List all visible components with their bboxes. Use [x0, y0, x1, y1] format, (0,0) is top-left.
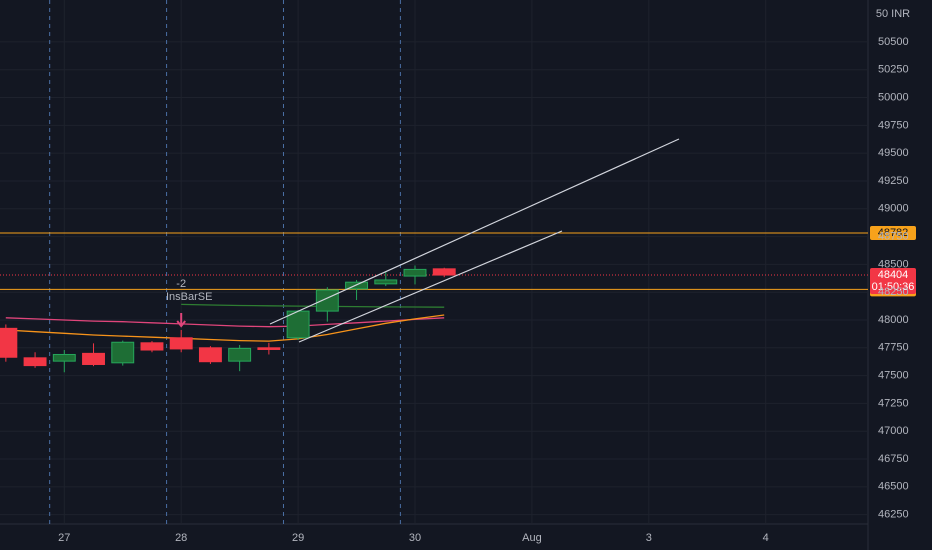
- x-tick-label: 30: [409, 532, 421, 544]
- indicators: [5, 303, 445, 342]
- indicator-line: [5, 317, 445, 328]
- y-tick-label: 46250: [878, 509, 909, 521]
- y-tick-label: 48250: [878, 286, 909, 298]
- y-tick-label: 46500: [878, 481, 909, 493]
- y-tick-label: 46750: [878, 453, 909, 465]
- candle-body: [23, 357, 47, 367]
- annotation-arrow-head: [176, 320, 186, 328]
- price-tag: [870, 268, 916, 295]
- y-tick-label: 49750: [878, 119, 909, 131]
- y-tick-label: 47750: [878, 342, 909, 354]
- candle-body: [257, 347, 281, 350]
- candle-body: [345, 281, 369, 290]
- candle-body: [52, 353, 76, 362]
- candle-body: [140, 342, 164, 351]
- price-tag-timer: 01:50:36: [872, 281, 915, 293]
- x-tick-label: 4: [763, 532, 769, 544]
- y-tick-label: 47250: [878, 397, 909, 409]
- price-tag: [870, 226, 916, 241]
- y-tick-label: 50500: [878, 36, 909, 48]
- candle-body: [432, 268, 456, 276]
- y-tick-label: 48000: [878, 314, 909, 326]
- candle-body: [228, 347, 252, 362]
- annotation-label: InsBarSE: [166, 291, 212, 303]
- candle-body: [403, 268, 427, 277]
- candle-body: [169, 337, 193, 350]
- candle-body: [82, 352, 105, 365]
- indicator-line: [181, 303, 445, 308]
- x-tick-label: 27: [58, 532, 70, 544]
- y-tick-label: 50000: [878, 91, 909, 103]
- y-tick-label: 50250: [878, 64, 909, 76]
- annotation-count: -2: [176, 278, 186, 290]
- price-tag-label: 48782: [878, 227, 909, 239]
- candle-body: [111, 341, 135, 364]
- x-tick-label: Aug: [522, 532, 542, 544]
- candle-body: [315, 289, 339, 312]
- y-tick-label: 47500: [878, 370, 909, 382]
- candle-body: [198, 347, 222, 363]
- trend-line: [298, 230, 563, 343]
- price-tag-label: 48404: [878, 269, 909, 281]
- indicator-line: [5, 314, 445, 342]
- candle-body: [0, 327, 18, 358]
- trend-line: [269, 138, 680, 325]
- x-tick-label: 3: [646, 532, 652, 544]
- y-tick-label: 49000: [878, 203, 909, 215]
- unit-label: 50 INR: [876, 8, 910, 20]
- x-tick-label: 29: [292, 532, 304, 544]
- y-tick-label: 49500: [878, 147, 909, 159]
- candles: [0, 265, 456, 373]
- y-tick-label: 48500: [878, 258, 909, 270]
- y-tick-label: 49250: [878, 175, 909, 187]
- candle-body: [374, 279, 398, 285]
- x-tick-label: 28: [175, 532, 187, 544]
- y-tick-label: 48750: [878, 230, 909, 242]
- y-tick-label: 47000: [878, 425, 909, 437]
- overlay: -2InsBarSE48782482754840401:50:36: [166, 226, 916, 328]
